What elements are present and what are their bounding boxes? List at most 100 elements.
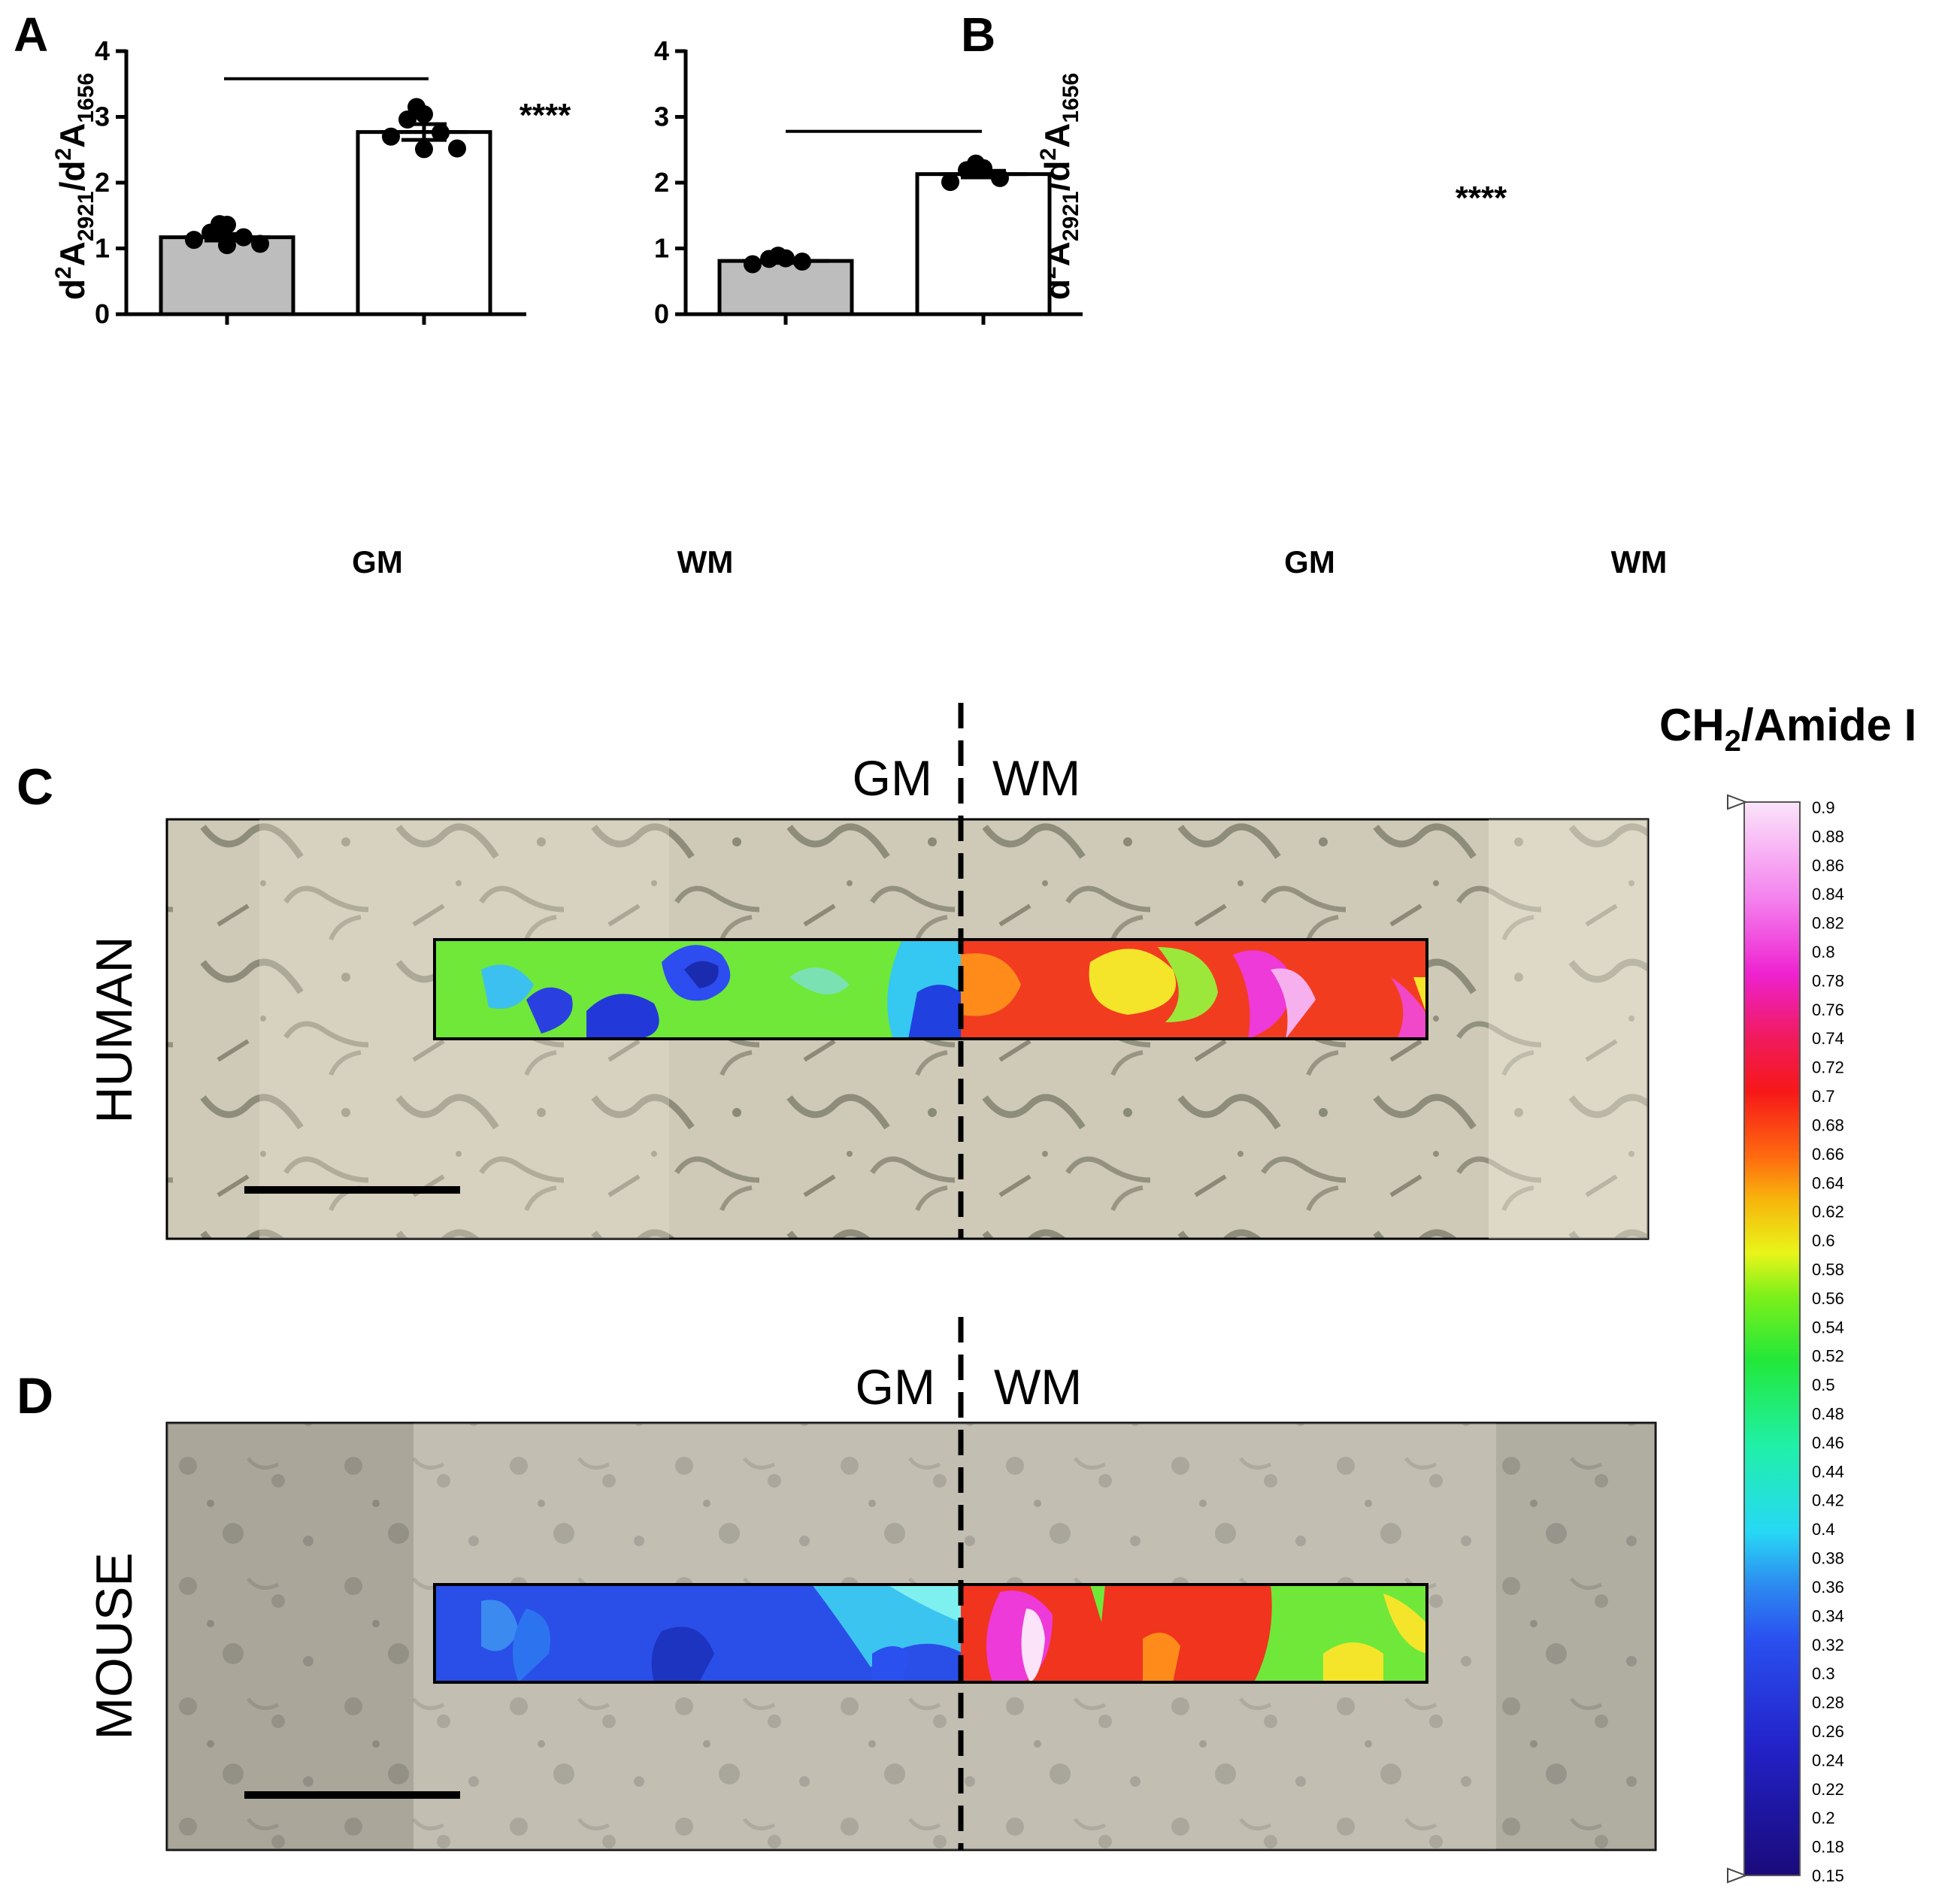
panel-a-data-point-wm (415, 105, 433, 123)
panel-a-y-tick-label: 3 (95, 101, 110, 132)
colorbar-tick-label: 0.8 (1812, 943, 1835, 961)
colorbar-tick-label: 0.42 (1812, 1491, 1844, 1510)
colorbar-tick-label: 0.82 (1812, 914, 1844, 933)
panel-b-plot-area: 0 1 2 3 4 (654, 35, 1083, 329)
panel-a-category-label-gm: GM (352, 544, 403, 580)
panel-a-data-point-gm (185, 231, 203, 250)
panel-b-bar-wm (915, 172, 1052, 316)
panel-d-tissue-tile-dark (167, 1423, 414, 1850)
colorbar-tick-label: 0.22 (1812, 1780, 1844, 1799)
panel-d-ftir-map (433, 1583, 1428, 1684)
colorbar-tick-label: 0.86 (1812, 856, 1844, 875)
panel-b-category-label-wm: WM (1611, 544, 1668, 580)
ylabel-sub: 1656 (74, 73, 98, 123)
colorbar-title-ch: CH (1659, 700, 1725, 750)
svg-text:d2A2921/d2A1656: d2A2921/d2A1656 (51, 73, 98, 300)
panel-d-letter: D (17, 1367, 53, 1424)
ylabel-a: A (53, 241, 92, 266)
ylabel-sup: 2 (1036, 148, 1061, 161)
colorbar-tick-label: 0.3 (1812, 1664, 1835, 1683)
colorbar-tick-label: 0.6 (1812, 1231, 1835, 1250)
colorbar-tick-label: 0.34 (1812, 1606, 1844, 1625)
colorbar-min-marker-icon (1727, 1867, 1748, 1884)
panel-b-data-point-gm (744, 255, 762, 274)
panel-c-wm-label: WM (992, 750, 1080, 806)
panel-d-tissue-tile-dark (1496, 1423, 1656, 1850)
colorbar-tick-label: 0.15 (1812, 1866, 1844, 1885)
colorbar-tick-label: 0.5 (1812, 1376, 1835, 1394)
colorbar-tick-label: 0.28 (1812, 1694, 1844, 1712)
panel-b-y-tick-label: 3 (654, 101, 669, 132)
colorbar-tick-label: 0.78 (1812, 971, 1844, 990)
colorbar-tick-label: 0.38 (1812, 1549, 1844, 1568)
colorbar: CH2/Amide I 0.9 0.88 0.86 0.84 0.82 0.8 0.78 0.… (1659, 700, 1916, 1885)
panel-a-y-tick-label: 2 (95, 167, 110, 198)
panel-c-ftir-map (433, 938, 1428, 1040)
ylabel-a: A (1038, 123, 1077, 148)
colorbar-tick-label: 0.46 (1812, 1433, 1844, 1452)
colorbar-tick-label: 0.54 (1812, 1318, 1844, 1336)
colorbar-tick-label: 0.66 (1812, 1145, 1844, 1164)
panel-a-y-axis-label: d2A2921/d2A1656 (51, 73, 98, 300)
colorbar-tick-labels: 0.9 0.88 0.86 0.84 0.82 0.8 0.78 0.76 0.74 0.72 0.… (1812, 798, 1844, 1885)
panel-d-gm-label: GM (856, 1359, 935, 1415)
colorbar-gradient (1743, 801, 1801, 1876)
panel-a-significance-stars: **** (520, 97, 571, 134)
colorbar-tick-label: 0.4 (1812, 1520, 1835, 1539)
panel-a-y-tick-label: 0 (95, 298, 110, 329)
colorbar-tick-label: 0.44 (1812, 1462, 1844, 1481)
colorbar-tick-label: 0.76 (1812, 1000, 1844, 1019)
colorbar-tick-label: 0.24 (1812, 1751, 1844, 1769)
panel-b-y-tick-label: 4 (654, 35, 669, 66)
ylabel-sub: 2921 (74, 191, 98, 241)
ylabel-slash: /d (53, 161, 92, 192)
colorbar-title-sub: 2 (1725, 725, 1741, 758)
panel-b-category-label-gm: GM (1284, 544, 1335, 580)
ylabel-d: d (53, 279, 92, 300)
panel-d-row-label: MOUSE (86, 1552, 143, 1739)
colorbar-tick-label: 0.62 (1812, 1203, 1844, 1221)
panel-b-y-tick-label: 2 (654, 167, 669, 198)
colorbar-tick-label: 0.26 (1812, 1722, 1844, 1741)
panel-b-y-tick-label: 0 (654, 298, 669, 329)
panel-b-letter: B (961, 8, 995, 62)
colorbar-tick-label: 0.64 (1812, 1173, 1844, 1192)
colorbar-title-rest: /Amide I (1741, 700, 1916, 750)
panel-c-human-heatmap: C HUMAN GM WM (17, 703, 1649, 1240)
colorbar-tick-label: 0.58 (1812, 1260, 1844, 1279)
panel-a-letter: A (14, 8, 48, 62)
colorbar-tick-label: 0.9 (1812, 798, 1835, 817)
colorbar-tick-label: 0.72 (1812, 1058, 1844, 1077)
panel-a-data-point-wm (448, 139, 466, 158)
colorbar-tick-label: 0.7 (1812, 1087, 1835, 1106)
panel-b-significance-stars: **** (1456, 180, 1507, 216)
colorbar-tick-label: 0.18 (1812, 1838, 1844, 1857)
panel-a-y-tick-label: 4 (95, 35, 110, 66)
panel-a-category-label-wm: WM (677, 544, 734, 580)
colorbar-tick-label: 0.88 (1812, 827, 1844, 846)
ylabel-sup: 2 (51, 266, 76, 279)
panel-c-tissue-tile-light (1489, 819, 1648, 1239)
panel-a-y-tick-label: 1 (95, 233, 110, 264)
panel-b-data-point-wm (941, 173, 959, 192)
ylabel-sup: 2 (51, 148, 76, 161)
colorbar-tick-label: 0.56 (1812, 1289, 1844, 1308)
panel-a-data-point-wm (415, 140, 433, 159)
panel-a-plot-area: 0 1 2 3 4 (95, 35, 526, 329)
colorbar-tick-label: 0.2 (1812, 1809, 1835, 1827)
colorbar-tick-label: 0.32 (1812, 1636, 1844, 1654)
panel-d-wm-label: WM (994, 1359, 1082, 1415)
panel-c-row-label: HUMAN (86, 936, 143, 1123)
colorbar-tick-label: 0.36 (1812, 1578, 1844, 1597)
panel-c-letter: C (17, 758, 53, 816)
panel-a-data-point-gm (218, 216, 236, 234)
colorbar-tick-label: 0.84 (1812, 885, 1844, 904)
panel-a-data-point-gm (251, 235, 269, 253)
colorbar-tick-label: 0.68 (1812, 1115, 1844, 1134)
ylabel-a: A (53, 123, 92, 148)
panel-b-y-tick-label: 1 (654, 233, 669, 264)
colorbar-tick-label: 0.48 (1812, 1405, 1844, 1424)
